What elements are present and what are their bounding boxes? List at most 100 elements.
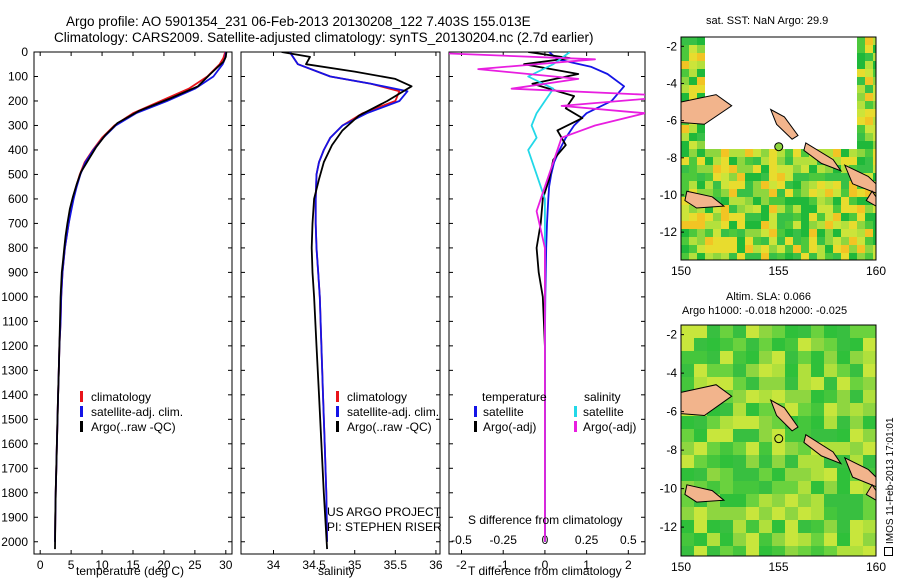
map-cell [746, 325, 759, 338]
map-cell [873, 117, 876, 125]
map-cell [720, 494, 733, 507]
map-cell [769, 61, 777, 69]
map-cell [824, 520, 837, 533]
map-cell [824, 429, 837, 442]
map-cell [811, 364, 824, 377]
map-cell [801, 37, 809, 45]
map-cell [681, 429, 694, 442]
map-cell [850, 364, 863, 377]
map-cell [769, 237, 777, 245]
land-mass [865, 483, 876, 501]
map-cell [793, 101, 801, 109]
x-tick-label: 25 [188, 558, 202, 572]
map-cell [769, 85, 777, 93]
map-cell [759, 377, 772, 390]
map-cell [837, 533, 850, 546]
map-cell [721, 253, 729, 260]
map-cell [694, 546, 707, 556]
map-cell [809, 189, 817, 197]
map-cell [772, 481, 785, 494]
map-cell [713, 77, 721, 85]
map-cell [713, 189, 721, 197]
map-cell [809, 157, 817, 165]
map-cell [785, 117, 793, 125]
map-cell [833, 85, 841, 93]
map-cell [689, 205, 697, 213]
map-cell [705, 125, 713, 133]
map-cell [733, 390, 746, 403]
credits: US ARGO PROJECT PI: STEPHEN RISER [327, 505, 442, 535]
map-cell [873, 213, 876, 221]
map-cell [720, 546, 733, 556]
map-cell [737, 157, 745, 165]
map-cell [865, 205, 873, 213]
legend-satellite-adj: satellite-adj. clim. [336, 405, 439, 420]
map-cell [745, 77, 753, 85]
map-cell [809, 37, 817, 45]
map-cell [759, 325, 772, 338]
map-cell [785, 338, 798, 351]
map-cell [713, 221, 721, 229]
map-cell [681, 229, 689, 237]
map-cell [697, 141, 705, 149]
map-cell [841, 37, 849, 45]
map-cell [785, 173, 793, 181]
map-cell [753, 69, 761, 77]
y-tick-label: 2000 [1, 535, 28, 549]
map-cell [720, 442, 733, 455]
land-mass [681, 384, 733, 417]
map-cell [769, 205, 777, 213]
map-cell [817, 221, 825, 229]
map-cell [785, 390, 798, 403]
map-cell [863, 533, 876, 546]
map-cell [850, 390, 863, 403]
map-cell [713, 157, 721, 165]
map-cell [777, 77, 785, 85]
map-cell [849, 237, 857, 245]
map-cell [772, 325, 785, 338]
map-cell [801, 213, 809, 221]
map-cell [833, 125, 841, 133]
map-cell [769, 253, 777, 260]
map-cell [746, 351, 759, 364]
map-cell [689, 229, 697, 237]
map-cell [761, 157, 769, 165]
map-cell [753, 205, 761, 213]
map-cell [746, 338, 759, 351]
map-cell [817, 205, 825, 213]
map-cell [865, 61, 873, 69]
map-cell [745, 117, 753, 125]
legend-satellite-adj: satellite-adj. clim. [80, 405, 183, 420]
map-cell [777, 93, 785, 101]
map-cell [769, 69, 777, 77]
map-cell [857, 53, 865, 61]
difference-line-3 [449, 52, 645, 542]
map-cell [720, 455, 733, 468]
map-cell [863, 351, 876, 364]
map-cell [793, 141, 801, 149]
map-cell [713, 125, 721, 133]
map-cell [801, 85, 809, 93]
map-cell [761, 85, 769, 93]
map-cell [873, 133, 876, 141]
map-cell [729, 165, 737, 173]
map-cell [809, 197, 817, 205]
map-cell [729, 213, 737, 221]
map-cell [777, 189, 785, 197]
map-cell [825, 221, 833, 229]
map-cell [873, 141, 876, 149]
map-cell [785, 533, 798, 546]
map-cell [873, 221, 876, 229]
map-cell [865, 117, 873, 125]
map-cell [785, 325, 798, 338]
map-cell [689, 69, 697, 77]
map-x-tick-label: 155 [768, 264, 788, 278]
map-cell [811, 377, 824, 390]
y-tick-label: 1900 [1, 510, 28, 524]
map-cell [857, 221, 865, 229]
map-cell [713, 237, 721, 245]
map-cell [769, 173, 777, 181]
map-cell [720, 351, 733, 364]
map-cell [817, 141, 825, 149]
map-cell [793, 173, 801, 181]
